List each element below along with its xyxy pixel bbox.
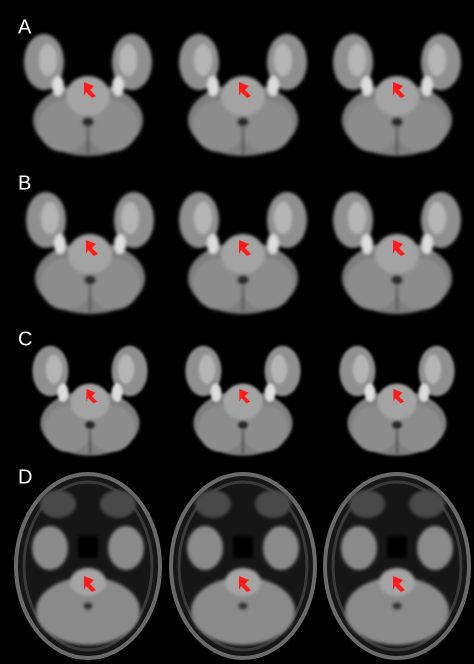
mri-slice <box>325 474 469 658</box>
panel-label: B <box>18 172 31 194</box>
panel-label: D <box>18 466 32 488</box>
panel-label: A <box>18 16 32 38</box>
panel-label: C <box>18 328 32 350</box>
mri-slice <box>16 474 160 658</box>
mri-slice <box>171 474 315 658</box>
